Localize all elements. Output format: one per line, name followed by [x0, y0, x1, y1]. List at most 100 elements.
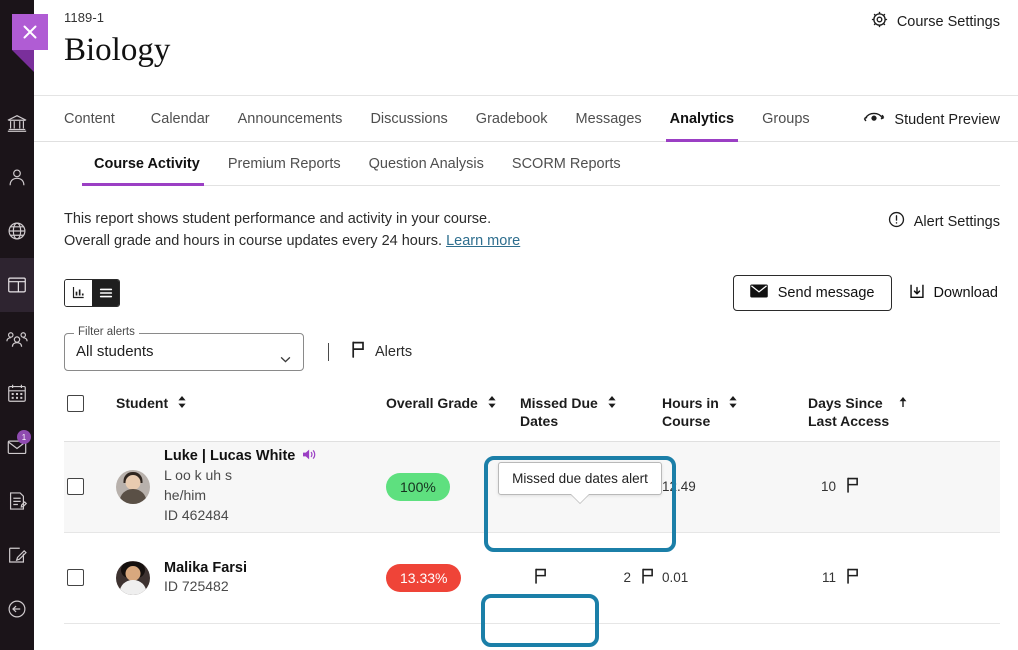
- tab-discussions[interactable]: Discussions: [370, 110, 448, 127]
- missed-due-dates-tooltip: Missed due dates alert: [498, 462, 662, 495]
- select-all-checkbox[interactable]: [67, 394, 84, 412]
- th-missed-due-dates[interactable]: Missed Due Dates: [520, 395, 662, 431]
- row-select-cell: [64, 478, 116, 496]
- tab-content[interactable]: Content: [64, 110, 115, 127]
- tab-calendar[interactable]: Calendar: [150, 110, 210, 127]
- flag-icon[interactable]: [641, 568, 654, 587]
- analytics-subnav: Course Activity Premium Reports Question…: [82, 142, 1000, 186]
- alert-circle-icon: [887, 210, 906, 233]
- close-icon[interactable]: [12, 14, 48, 50]
- download-button[interactable]: Download: [906, 276, 1001, 310]
- subtab-question-analysis[interactable]: Question Analysis: [368, 155, 484, 172]
- th-days-since-last-access[interactable]: Days Since Last Access: [808, 395, 950, 431]
- alert-settings-button[interactable]: Alert Settings: [887, 210, 1000, 233]
- rail-icon-list: 1: [0, 96, 34, 636]
- row-select-cell: [64, 569, 116, 587]
- tab-announcements[interactable]: Announcements: [237, 110, 343, 127]
- avatar: [116, 469, 150, 504]
- row-hours-cell: 12.49: [662, 479, 808, 494]
- student-preview-label: Student Preview: [894, 111, 1000, 128]
- row-checkbox[interactable]: [67, 569, 84, 587]
- filter-alerts-value: All students: [76, 342, 154, 360]
- row-checkbox[interactable]: [67, 478, 84, 496]
- student-activity-table: Student Overall Grade Missed Due Dates: [64, 394, 1000, 624]
- download-icon: [908, 282, 926, 304]
- days-since-last-access-value: 10: [820, 479, 836, 495]
- list-view-button[interactable]: [92, 279, 119, 306]
- audio-name-icon[interactable]: [302, 448, 317, 465]
- th-hours-in-course-label-line1: Hours in: [662, 394, 719, 411]
- send-message-label: Send message: [777, 284, 875, 301]
- tab-messages[interactable]: Messages: [575, 110, 642, 127]
- sidebar-item-groups[interactable]: [0, 312, 34, 366]
- subtab-course-activity[interactable]: Course Activity: [82, 142, 214, 186]
- th-student[interactable]: Student: [116, 395, 386, 413]
- report-description-line2: Overall grade and hours in course update…: [64, 233, 443, 250]
- sort-icon: [487, 395, 497, 412]
- th-missed-due-dates-label-line1: Missed Due: [520, 394, 598, 411]
- page-title: Biology: [64, 32, 171, 68]
- th-hours-in-course-label-line2: Course: [662, 412, 711, 429]
- subtab-premium-reports[interactable]: Premium Reports: [227, 155, 341, 172]
- tab-groups[interactable]: Groups: [762, 110, 810, 127]
- student-preview-icon: [863, 109, 885, 131]
- sidebar-item-grades[interactable]: [0, 474, 34, 528]
- course-settings-label: Course Settings: [896, 13, 1000, 30]
- flag-icon[interactable]: [846, 568, 859, 587]
- row-days-cell: 11: [808, 568, 950, 587]
- student-preview-button[interactable]: Student Preview: [863, 96, 1000, 143]
- status-badge: 100%: [386, 472, 450, 501]
- filter-alerts-select[interactable]: Filter alerts All students: [64, 325, 304, 371]
- student-pronouns: he/him: [164, 487, 207, 504]
- subtab-scorm-reports[interactable]: SCORM Reports: [511, 155, 621, 172]
- row-hours-cell: 0.01: [662, 570, 808, 585]
- th-hours-in-course[interactable]: Hours in Course: [662, 395, 808, 431]
- alerts-legend: Alerts: [351, 341, 412, 362]
- row-grade-cell: 13.33%: [386, 563, 520, 592]
- table-header-row: Student Overall Grade Missed Due Dates: [64, 394, 1000, 442]
- sort-icon: [177, 395, 187, 412]
- sidebar-item-globe[interactable]: [0, 204, 34, 258]
- th-select-all: [64, 394, 116, 412]
- sidebar-item-tools[interactable]: [0, 528, 34, 582]
- sidebar-item-signout[interactable]: [0, 582, 34, 636]
- flag-icon[interactable]: [846, 477, 859, 496]
- th-days-since-last-access-label-line1: Days Since: [808, 394, 883, 411]
- sidebar-item-profile[interactable]: [0, 150, 34, 204]
- row-student-cell: Luke | Lucas White L oo k uh s he/him: [116, 448, 386, 526]
- th-missed-due-dates-label-line2: Dates: [520, 412, 559, 429]
- sidebar-item-calendar[interactable]: [0, 366, 34, 420]
- left-nav-rail: [0, 0, 34, 650]
- course-nav: Content Calendar Announcements Discussio…: [34, 95, 1018, 142]
- filter-alerts-legend: Filter alerts: [74, 325, 139, 338]
- messages-badge: 1: [17, 430, 31, 444]
- main-content: 1189-1 Biology Course Settings Content C…: [34, 0, 1018, 650]
- download-label: Download: [933, 284, 999, 301]
- divider: [328, 342, 329, 361]
- sidebar-item-courses[interactable]: [0, 258, 34, 312]
- sidebar-item-institution[interactable]: [0, 96, 34, 150]
- th-days-since-last-access-label-line2: Last Access: [808, 412, 890, 429]
- table-row[interactable]: Malika Farsi ID 725482 13.33%: [64, 533, 1000, 624]
- tab-analytics[interactable]: Analytics: [656, 96, 748, 142]
- send-message-button[interactable]: Send message: [732, 274, 892, 311]
- course-header: 1189-1 Biology Course Settings: [34, 0, 1018, 95]
- student-name: Luke | Lucas White: [164, 448, 296, 465]
- status-badge: 13.33%: [386, 563, 462, 592]
- th-student-label: Student: [116, 394, 169, 411]
- flag-icon: [351, 341, 365, 362]
- th-overall-grade-label: Overall Grade: [386, 394, 478, 411]
- gear-icon: [870, 10, 889, 33]
- row-alert-flag-icon[interactable]: [534, 568, 547, 587]
- student-id: ID 462484: [164, 507, 229, 524]
- sidebar-item-messages[interactable]: 1: [0, 420, 34, 474]
- row-days-cell: 10: [808, 477, 950, 496]
- tab-gradebook[interactable]: Gradebook: [475, 110, 548, 127]
- chart-view-button[interactable]: [65, 279, 92, 306]
- th-overall-grade[interactable]: Overall Grade: [386, 395, 520, 413]
- hours-in-course-value: 0.01: [662, 570, 689, 586]
- learn-more-link[interactable]: Learn more: [446, 233, 521, 250]
- student-id: ID 725482: [164, 577, 229, 594]
- course-settings-button[interactable]: Course Settings: [870, 10, 1000, 33]
